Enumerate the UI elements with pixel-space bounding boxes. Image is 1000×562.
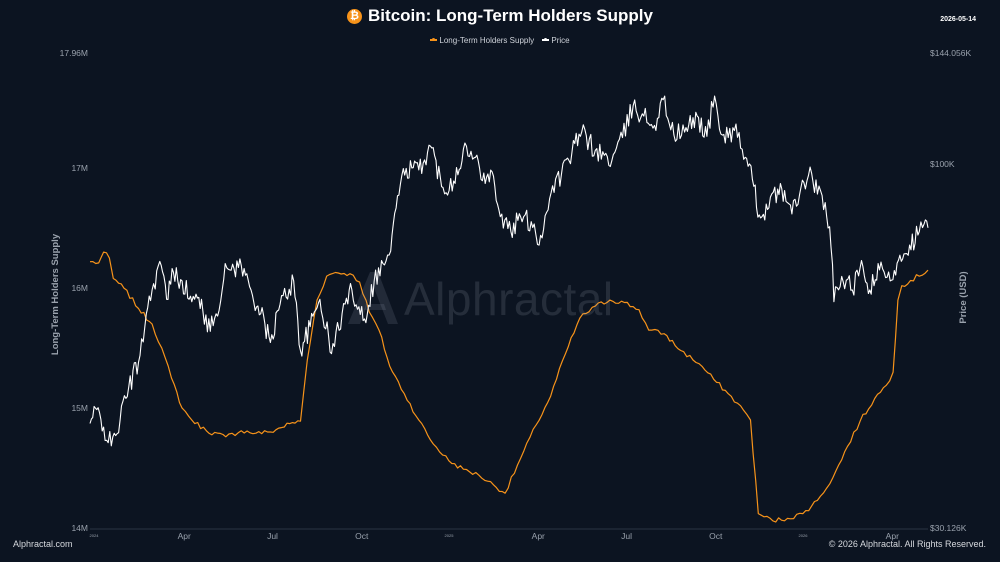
- chart-title-text: Bitcoin: Long-Term Holders Supply: [368, 6, 653, 25]
- series-line-lths: [89, 251, 929, 523]
- chart-title: ₿ Bitcoin: Long-Term Holders Supply: [0, 6, 1000, 26]
- x-tick-label: Oct: [709, 531, 723, 541]
- y-right-axis-title: Price (USD): [958, 271, 969, 323]
- x-tick-label: Jul: [267, 531, 278, 541]
- x-tick-label: Oct: [355, 531, 369, 541]
- y-left-tick-label: 16M: [71, 283, 88, 293]
- legend-label-lths: Long-Term Holders Supply: [439, 36, 535, 45]
- series-layer: [89, 95, 929, 523]
- footer-copyright: © 2026 Alphractal. All Rights Reserved.: [828, 539, 986, 549]
- x-tick-label: Jul: [621, 531, 632, 541]
- footer-site: Alphractal.com: [13, 539, 73, 549]
- legend-swatch-lths: [430, 38, 438, 41]
- x-tick-label: 2025: [445, 533, 455, 538]
- y-left-tick-label: 15M: [71, 403, 88, 413]
- series-line-price: [89, 95, 929, 447]
- y-left-tick-label: 17.96M: [60, 48, 88, 58]
- axes-layer: 17.96M 17M 16M 15M 14M $144.056K $100K $30.126K…: [50, 48, 971, 541]
- y-right-tick-label: $30.126K: [930, 523, 967, 533]
- x-tick-label: Apr: [532, 531, 545, 541]
- x-tick-label: Apr: [178, 531, 191, 541]
- legend-label-price: Price: [551, 36, 570, 45]
- watermark-text: Alphractal: [404, 273, 614, 325]
- y-left-tick-label: 14M: [71, 523, 88, 533]
- legend: Long-Term Holders Supply Price: [0, 36, 1000, 45]
- y-left-tick-label: 17M: [71, 163, 88, 173]
- x-tick-label: 2024: [90, 533, 100, 538]
- date-stamp: 2026-05-14: [940, 16, 976, 23]
- alphractal-logo-icon: [348, 272, 398, 324]
- bitcoin-icon: ₿: [347, 9, 363, 24]
- legend-swatch-price: [542, 38, 550, 41]
- legend-item-lths[interactable]: Long-Term Holders Supply: [430, 36, 534, 45]
- watermark: Alphractal: [340, 266, 670, 336]
- x-tick-label: 2026: [799, 533, 809, 538]
- y-right-tick-label: $100K: [930, 159, 955, 169]
- x-tick-label: Apr: [886, 531, 899, 541]
- legend-item-price[interactable]: Price: [542, 36, 570, 45]
- y-right-tick-label: $144.056K: [930, 48, 971, 58]
- y-left-axis-title: Long-Term Holders Supply: [50, 233, 61, 355]
